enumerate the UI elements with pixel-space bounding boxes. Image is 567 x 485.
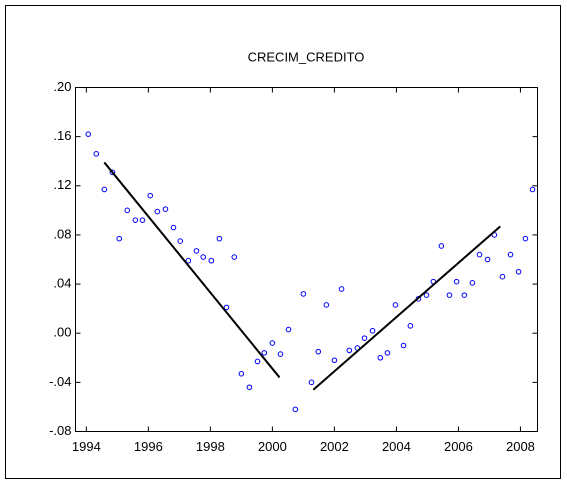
point <box>132 217 139 223</box>
y-tick-label: .12 <box>53 177 71 192</box>
point <box>223 304 230 311</box>
point <box>315 348 322 355</box>
x-tick-label: 2008 <box>506 439 535 454</box>
point <box>154 208 161 215</box>
x-tick-label: 1996 <box>134 439 163 454</box>
point <box>200 254 207 260</box>
point <box>116 235 123 242</box>
point <box>476 251 483 258</box>
chart-title: CRECIM_CREDITO <box>248 49 365 64</box>
y-tick-label: -.08 <box>49 423 71 438</box>
point <box>261 350 268 356</box>
point <box>392 302 399 308</box>
point <box>147 192 154 199</box>
x-tick-label: 2004 <box>382 439 411 454</box>
point <box>231 254 238 260</box>
point <box>461 292 468 298</box>
x-tick-label: 1998 <box>196 439 225 454</box>
point <box>384 350 391 356</box>
point <box>193 248 200 254</box>
point <box>162 206 169 212</box>
point <box>101 186 108 193</box>
frame <box>5 5 561 479</box>
point <box>124 207 131 214</box>
point <box>369 327 376 334</box>
point <box>292 406 299 413</box>
y-tick-label: .00 <box>53 325 71 340</box>
point <box>216 235 223 242</box>
point <box>499 273 506 280</box>
x-tick-label: 2006 <box>444 439 473 454</box>
y-tick-label: -.04 <box>49 374 71 389</box>
point <box>300 291 307 297</box>
point <box>338 286 345 292</box>
point <box>423 292 430 298</box>
x-tick-label: 1994 <box>72 439 101 454</box>
point <box>438 243 445 249</box>
point <box>246 384 253 391</box>
point <box>208 257 215 264</box>
y-tick-label: .04 <box>53 276 71 291</box>
point <box>238 370 245 377</box>
point <box>185 257 192 264</box>
point <box>400 342 407 349</box>
point <box>529 186 536 193</box>
point <box>323 302 330 308</box>
point <box>407 323 414 329</box>
point <box>277 351 284 357</box>
trend-line <box>312 225 501 391</box>
point <box>346 347 353 354</box>
y-tick-label: .16 <box>53 128 71 143</box>
point <box>93 151 100 157</box>
x-tick-label: 2000 <box>258 439 287 454</box>
point <box>361 335 368 341</box>
point <box>85 131 92 137</box>
point <box>453 278 460 285</box>
point <box>177 238 184 244</box>
point <box>515 268 522 275</box>
point <box>331 357 338 364</box>
point <box>446 292 453 298</box>
point <box>269 340 276 346</box>
trend-line <box>103 161 281 379</box>
point <box>139 217 146 223</box>
point <box>484 256 491 263</box>
point <box>377 354 384 361</box>
point <box>469 280 476 286</box>
y-tick-label: .20 <box>53 79 71 94</box>
point <box>254 358 261 365</box>
y-tick-label: .08 <box>53 226 71 241</box>
point <box>109 169 116 176</box>
x-tick-label: 2002 <box>320 439 349 454</box>
point <box>308 379 315 386</box>
point <box>522 235 529 242</box>
point <box>170 224 177 231</box>
point <box>285 326 292 333</box>
plot-area <box>75 87 538 432</box>
point <box>507 251 514 258</box>
